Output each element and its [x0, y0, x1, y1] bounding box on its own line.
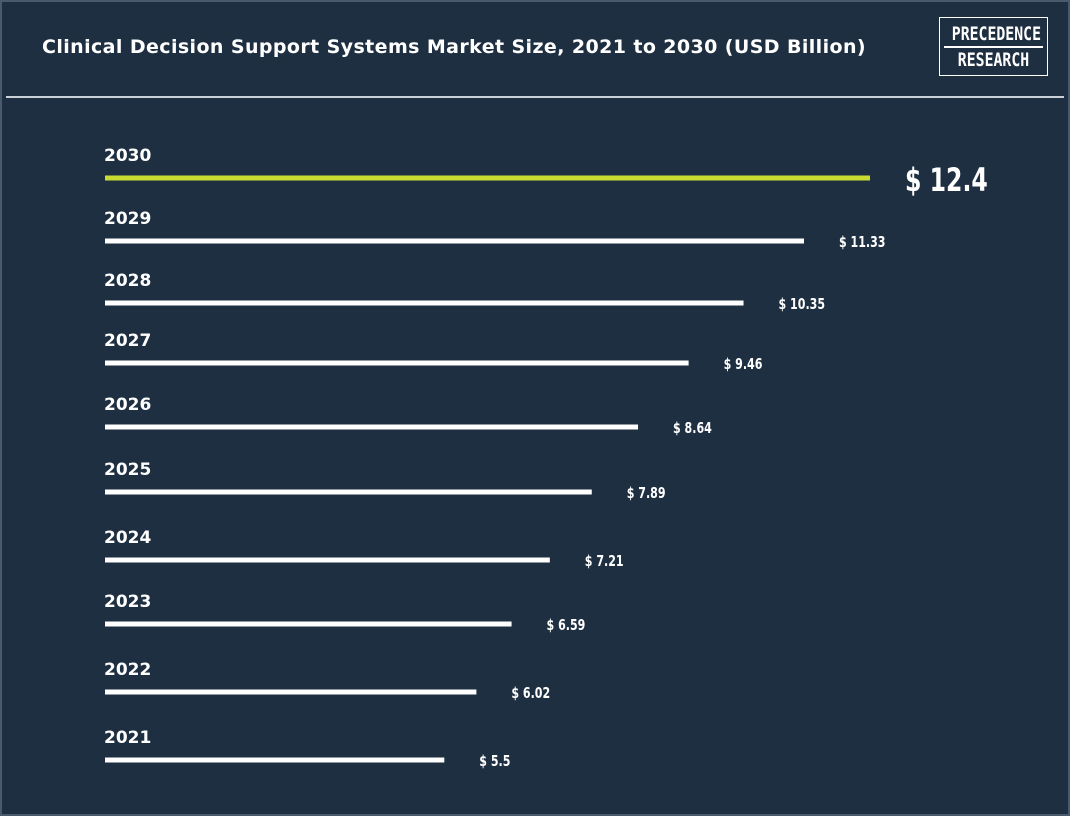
category-label-2021: 2021: [104, 728, 151, 748]
bar-2027: [105, 360, 689, 366]
category-label-2024: 2024: [104, 528, 151, 548]
bar-2028: [105, 300, 744, 306]
bar-2029: [105, 238, 804, 244]
category-label-2025: 2025: [104, 460, 151, 480]
bar-2022: [105, 689, 477, 695]
bar-2021: [105, 757, 445, 763]
value-label-2023: $ 6.59: [547, 617, 586, 634]
logo-text-top: PRECEDENCE: [951, 23, 1041, 45]
logo-text-bottom: RESEARCH: [957, 49, 1030, 71]
category-label-2030: 2030: [104, 146, 151, 166]
chart-title: Clinical Decision Support Systems Market…: [42, 36, 866, 58]
category-label-2028: 2028: [104, 271, 151, 291]
header-divider: [6, 96, 1064, 98]
category-label-2023: 2023: [104, 592, 151, 612]
value-label-2027: $ 9.46: [724, 356, 763, 373]
value-label-2029: $ 11.33: [839, 234, 886, 251]
bar-2024: [105, 557, 550, 563]
precedence-research-logo: PRECEDENCE RESEARCH: [939, 17, 1048, 76]
bar-2026: [105, 424, 639, 430]
value-label-2021: $ 5.5: [479, 753, 510, 770]
value-label-2026: $ 8.64: [673, 420, 712, 437]
value-label-2025: $ 7.89: [627, 485, 666, 502]
bar-2030: [105, 175, 870, 181]
category-label-2022: 2022: [104, 660, 151, 680]
value-label-2022: $ 6.02: [511, 685, 550, 702]
value-label-2024: $ 7.21: [585, 553, 624, 570]
value-label-2030: $ 12.4: [905, 161, 988, 198]
category-label-2029: 2029: [104, 209, 151, 229]
value-label-2028: $ 10.35: [779, 296, 826, 313]
logo-rule: [944, 46, 1043, 48]
bar-2025: [105, 489, 592, 495]
bar-2023: [105, 621, 512, 627]
category-label-2027: 2027: [104, 331, 151, 351]
category-label-2026: 2026: [104, 395, 151, 415]
